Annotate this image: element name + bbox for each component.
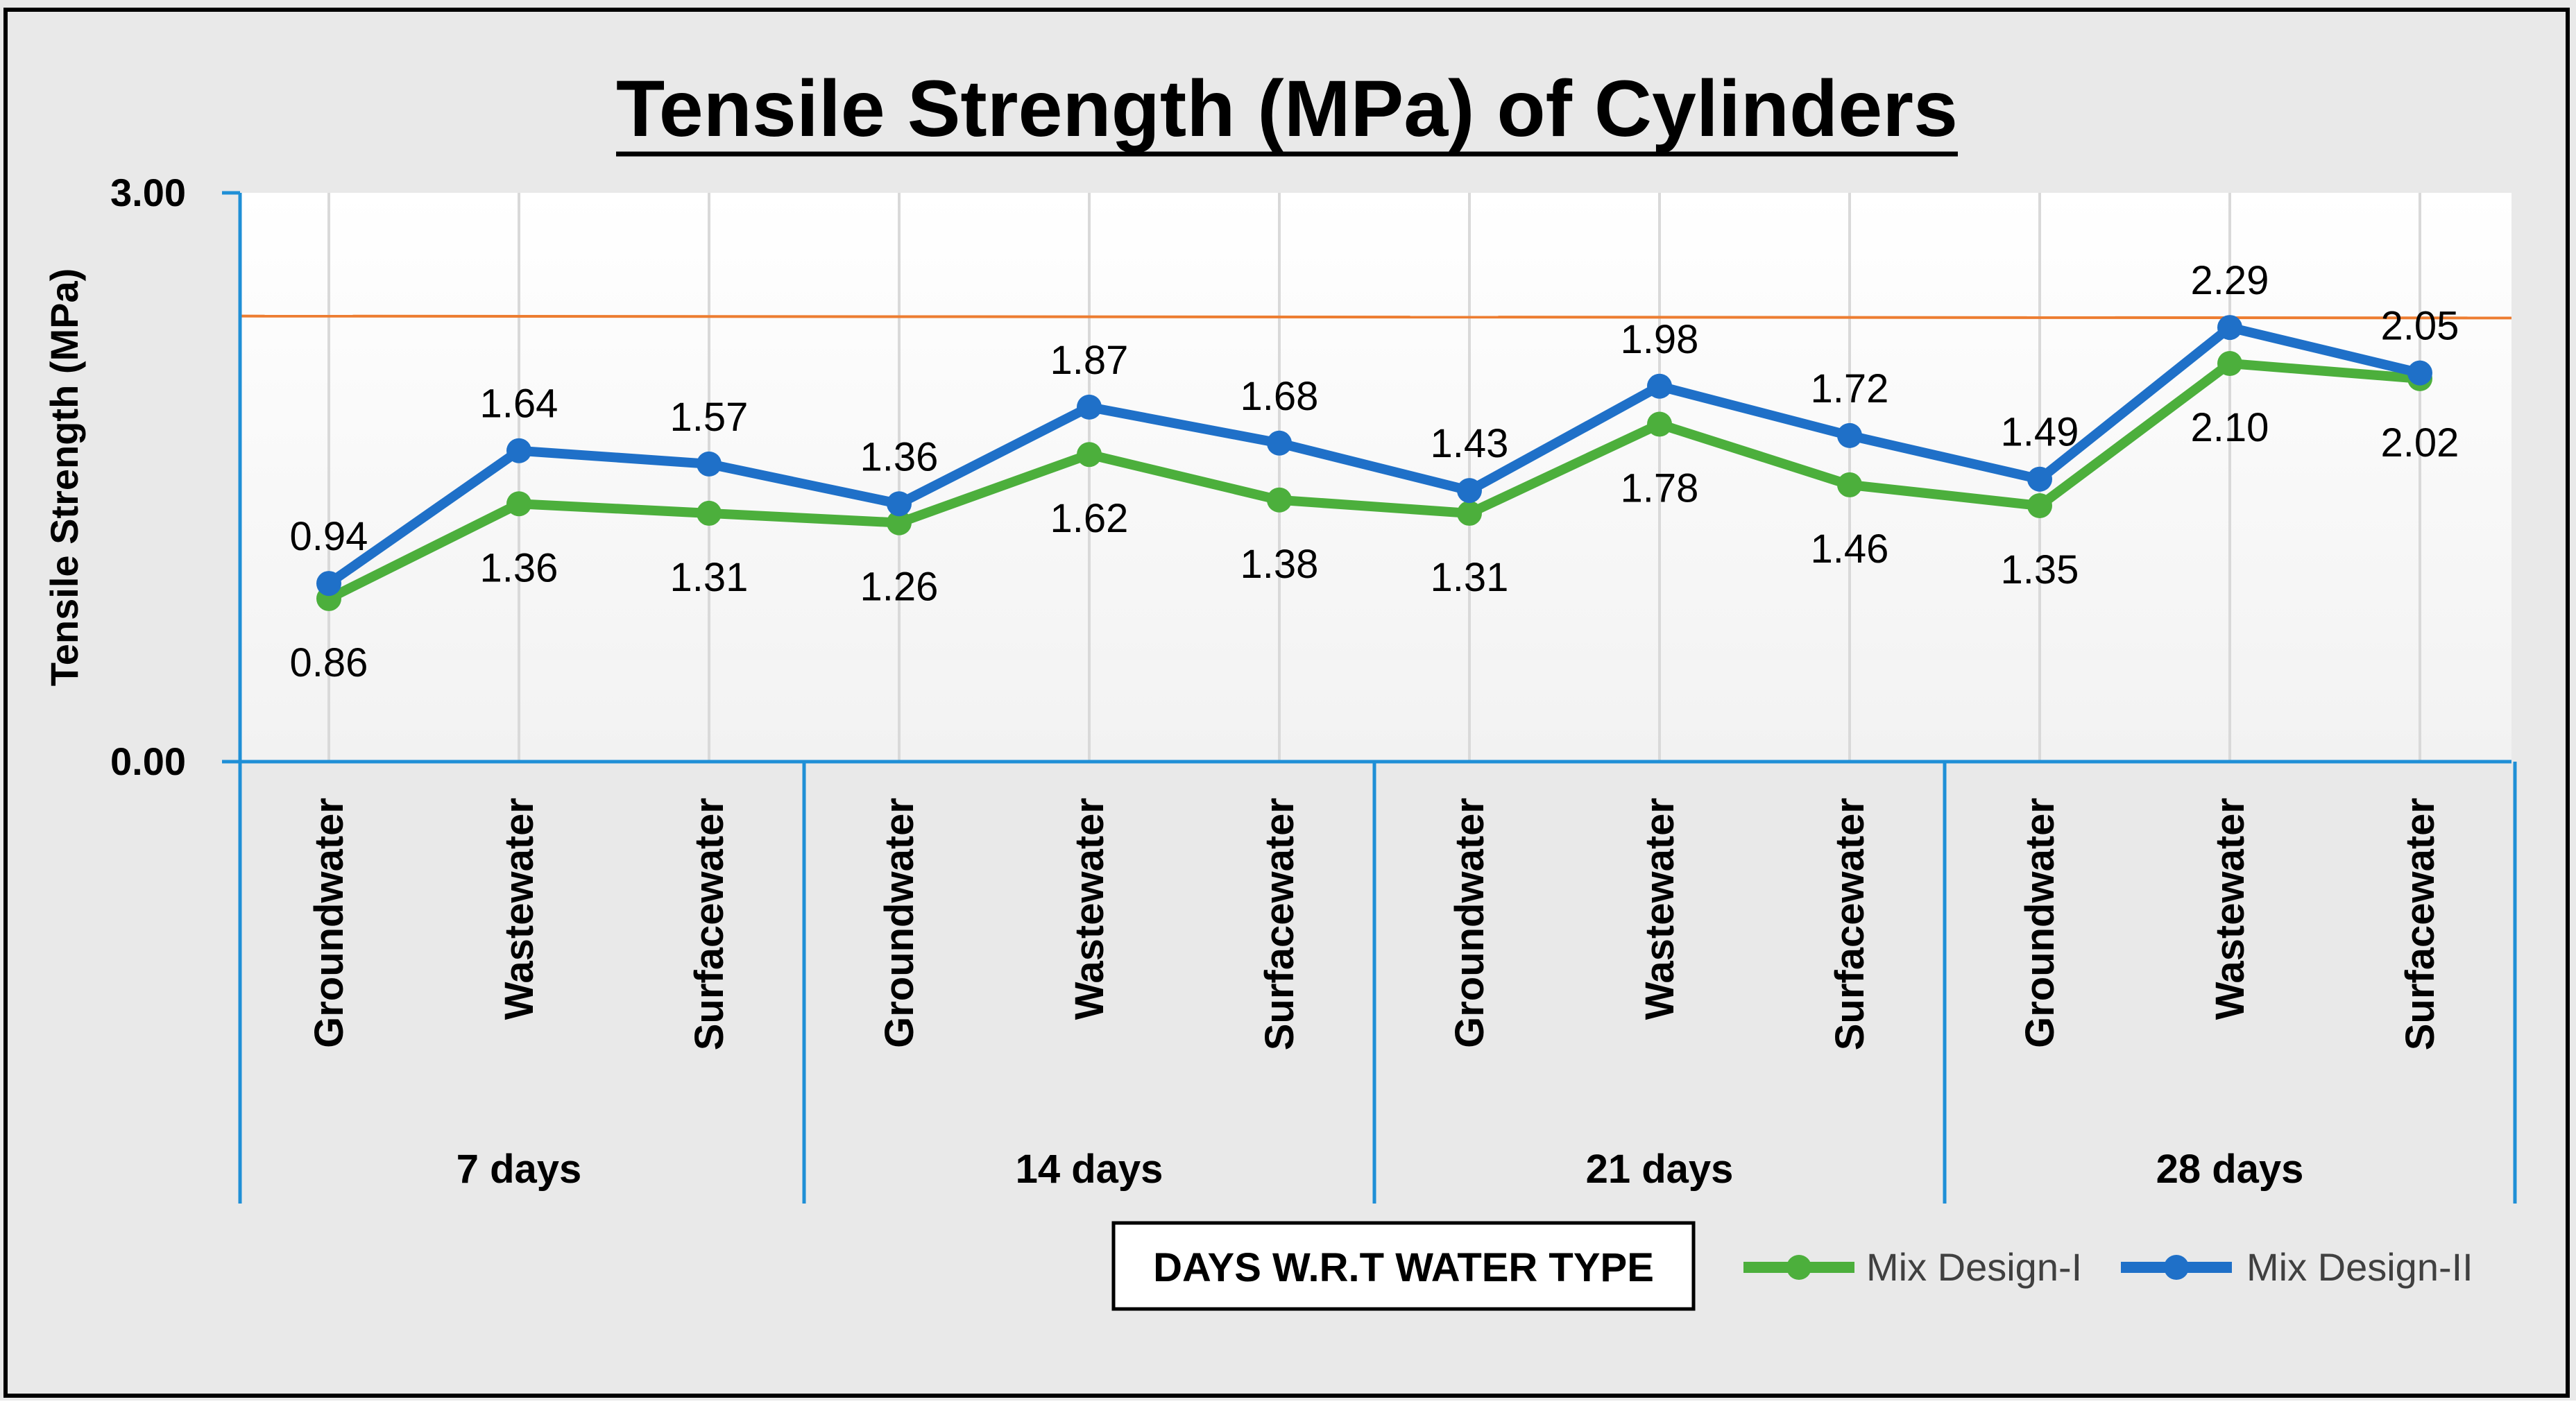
series-2-point-1	[506, 438, 531, 463]
series-1-point-8	[1837, 472, 1862, 497]
data-labels: 0.86 1.36 1.31 1.26 1.62 1.38 1.31 1.78 1.46 1.35…	[290, 258, 2459, 685]
plot-area	[240, 193, 2511, 762]
series-1-label-9: 1.35	[2001, 547, 2079, 592]
legend-label-mix-design-1: Mix Design-I	[1866, 1245, 2082, 1289]
series-line-2	[325, 323, 2421, 588]
x-axis-labels: Groundwater Wastewater Surfacewater Groundw…	[307, 798, 2443, 1192]
series-1-label-1: 1.36	[480, 545, 558, 590]
category-label-8: Surfacewater	[1827, 798, 1873, 1050]
axes	[222, 191, 2517, 1204]
series-2-point-9	[2027, 466, 2052, 492]
series-1-point-5	[1267, 487, 1292, 513]
reference-line-layer	[239, 314, 2512, 320]
series-1-label-11: 2.02	[2381, 420, 2459, 465]
series-1-label-3: 1.26	[860, 565, 939, 610]
legend: Mix Design-I Mix Design-II	[1743, 1245, 2473, 1289]
legend-swatch-marker-mix-design-1	[1786, 1255, 1811, 1280]
series-1-point-10	[2217, 351, 2242, 376]
series-2-point-7	[1647, 373, 1672, 399]
series-line-1	[326, 359, 2421, 603]
category-label-3: Groundwater	[877, 798, 922, 1048]
series-1-point-7	[1647, 411, 1672, 437]
series-1-label-2: 1.31	[670, 555, 749, 600]
chart-frame	[3, 8, 2570, 1398]
series-2-point-2	[697, 451, 722, 477]
series-1-label-7: 1.78	[1621, 465, 1699, 511]
series-2-label-4: 1.87	[1050, 338, 1129, 383]
series-1-label-5: 1.38	[1240, 542, 1319, 587]
y-tick-label-min: 0.00	[110, 739, 186, 783]
group-label-2: 21 days	[1586, 1147, 1734, 1192]
series-2-point-10	[2217, 315, 2242, 341]
series-2-label-0: 0.94	[290, 514, 368, 559]
chart-title: Tensile Strength (MPa) of Cylinders	[616, 65, 1958, 153]
series-1-point-1	[506, 491, 531, 517]
y-tick-label-max: 3.00	[110, 171, 186, 214]
series-1-label-6: 1.31	[1431, 555, 1509, 600]
legend-swatch-marker-mix-design-2	[2164, 1255, 2189, 1280]
series-1-point-9	[2027, 493, 2052, 518]
series-2-point-5	[1267, 430, 1292, 456]
category-label-10: Wastewater	[2208, 798, 2253, 1020]
group-label-3: 28 days	[2156, 1147, 2304, 1192]
x-axis-title-box: DAYS W.R.T WATER TYPE	[1111, 1221, 1696, 1311]
series-2-label-5: 1.68	[1240, 374, 1319, 419]
series-2-label-7: 1.98	[1621, 317, 1699, 362]
series-2-label-9: 1.49	[2001, 410, 2079, 455]
group-label-1: 14 days	[1016, 1147, 1163, 1192]
series-1-point-6	[1457, 500, 1482, 526]
category-label-7: Wastewater	[1637, 798, 1682, 1020]
series-2-label-6: 1.43	[1431, 421, 1509, 466]
series-2-label-8: 1.72	[1811, 366, 1889, 411]
category-label-6: Groundwater	[1447, 798, 1492, 1048]
series-2-point-3	[887, 491, 912, 517]
x-axis-title: DAYS W.R.T WATER TYPE	[1153, 1245, 1654, 1290]
legend-label-mix-design-2: Mix Design-II	[2246, 1245, 2473, 1289]
series-2-label-10: 2.29	[2191, 258, 2269, 303]
series-1-point-4	[1077, 442, 1102, 468]
reference-line	[239, 314, 2512, 320]
group-label-0: 7 days	[457, 1147, 582, 1192]
series-2-point-11	[2407, 360, 2432, 386]
series-1-point-3	[887, 510, 912, 536]
series-2-label-2: 1.57	[670, 395, 749, 440]
y-axis-title: Tensile Strength (MPa)	[42, 268, 86, 687]
series-1-point-2	[697, 500, 722, 526]
series-layer	[316, 315, 2432, 611]
category-label-4: Wastewater	[1067, 798, 1112, 1020]
series-1-label-4: 1.62	[1050, 496, 1129, 541]
series-2-point-0	[316, 571, 341, 597]
series-1-label-0: 0.86	[290, 640, 368, 685]
category-label-5: Surfacewater	[1257, 798, 1302, 1050]
series-2-point-6	[1457, 478, 1482, 504]
series-2-point-4	[1077, 394, 1102, 420]
x-axis-title-border	[1111, 1221, 1696, 1311]
series-2-label-1: 1.64	[480, 382, 558, 427]
series-1-label-10: 2.10	[2191, 405, 2269, 450]
series-2-point-8	[1837, 422, 1862, 448]
series-1-label-8: 1.46	[1811, 526, 1889, 572]
category-label-0: Groundwater	[307, 798, 352, 1048]
category-label-11: Surfacewater	[2398, 798, 2443, 1050]
category-label-1: Wastewater	[497, 798, 542, 1020]
series-2-label-11: 2.05	[2381, 304, 2459, 349]
category-label-2: Surfacewater	[687, 798, 732, 1050]
category-label-9: Groundwater	[2018, 798, 2063, 1048]
series-2-label-3: 1.36	[860, 434, 939, 479]
